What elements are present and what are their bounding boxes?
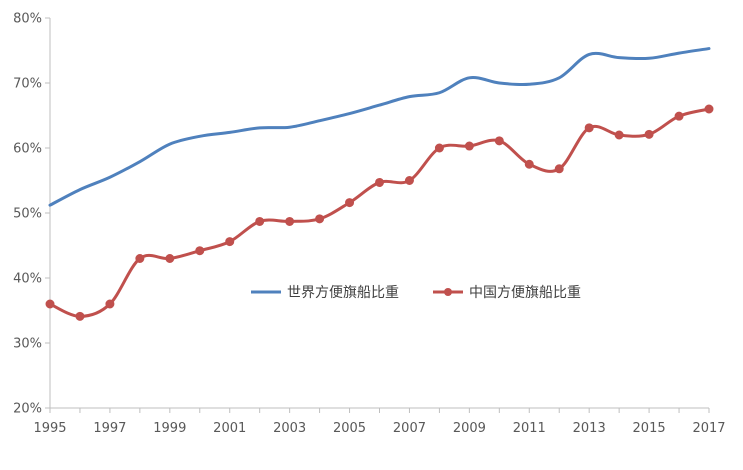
x-tick-label: 1999 xyxy=(153,421,186,436)
x-tick-label: 2011 xyxy=(513,421,546,436)
x-tick-label: 2001 xyxy=(213,421,246,436)
data-point xyxy=(524,159,534,169)
data-point xyxy=(464,141,474,151)
data-point xyxy=(285,216,295,226)
data-point xyxy=(225,237,235,247)
data-point xyxy=(345,198,355,208)
y-tick-label: 20% xyxy=(13,402,42,417)
x-tick-label: 2003 xyxy=(273,421,306,436)
legend-label: 世界方便旗船比重 xyxy=(287,285,399,301)
axes-layer: 20% 30% 40% 50% 60% 70% 80% 1995 1997 1999 2001 200… xyxy=(13,12,725,437)
data-point xyxy=(494,136,504,146)
data-point xyxy=(614,130,624,140)
x-tick-label: 2009 xyxy=(453,421,486,436)
x-tick-label: 1997 xyxy=(93,421,126,436)
data-point xyxy=(315,214,325,224)
legend: 世界方便旗船比重 中国方便旗船比重 xyxy=(251,285,581,301)
data-point xyxy=(674,111,684,121)
series-layer xyxy=(45,47,714,321)
data-point xyxy=(584,123,594,133)
data-point xyxy=(165,254,175,263)
y-tick-label: 40% xyxy=(13,272,42,287)
data-point xyxy=(255,216,265,226)
data-point xyxy=(195,246,205,256)
data-point xyxy=(554,164,564,174)
data-point xyxy=(644,129,654,139)
y-tick-label: 80% xyxy=(13,12,42,27)
series-line-1 xyxy=(48,47,711,207)
y-tick-label: 50% xyxy=(13,207,42,222)
data-point xyxy=(704,104,714,114)
legend-label: 中国方便旗船比重 xyxy=(469,285,581,301)
data-point xyxy=(75,311,85,321)
legend-item-2: 中国方便旗船比重 xyxy=(433,285,581,301)
x-tick-label: 2005 xyxy=(333,421,366,436)
data-point xyxy=(135,254,145,263)
data-point xyxy=(45,299,55,309)
data-point xyxy=(105,299,115,309)
data-point xyxy=(434,143,444,153)
series-1 xyxy=(48,47,711,207)
legend-marker xyxy=(444,288,452,296)
y-tick-label: 70% xyxy=(13,77,42,92)
series-2 xyxy=(45,104,714,321)
y-tick-label: 60% xyxy=(13,142,42,157)
x-tick-label: 1995 xyxy=(33,421,66,436)
legend-item-1: 世界方便旗船比重 xyxy=(251,285,399,301)
x-tick-label: 2013 xyxy=(573,421,606,436)
x-tick-label: 2015 xyxy=(633,421,666,436)
data-point xyxy=(404,176,414,185)
y-tick-label: 30% xyxy=(13,337,42,352)
x-tick-label: 2017 xyxy=(692,421,725,436)
data-point xyxy=(375,177,384,187)
x-tick-label: 2007 xyxy=(393,421,426,436)
